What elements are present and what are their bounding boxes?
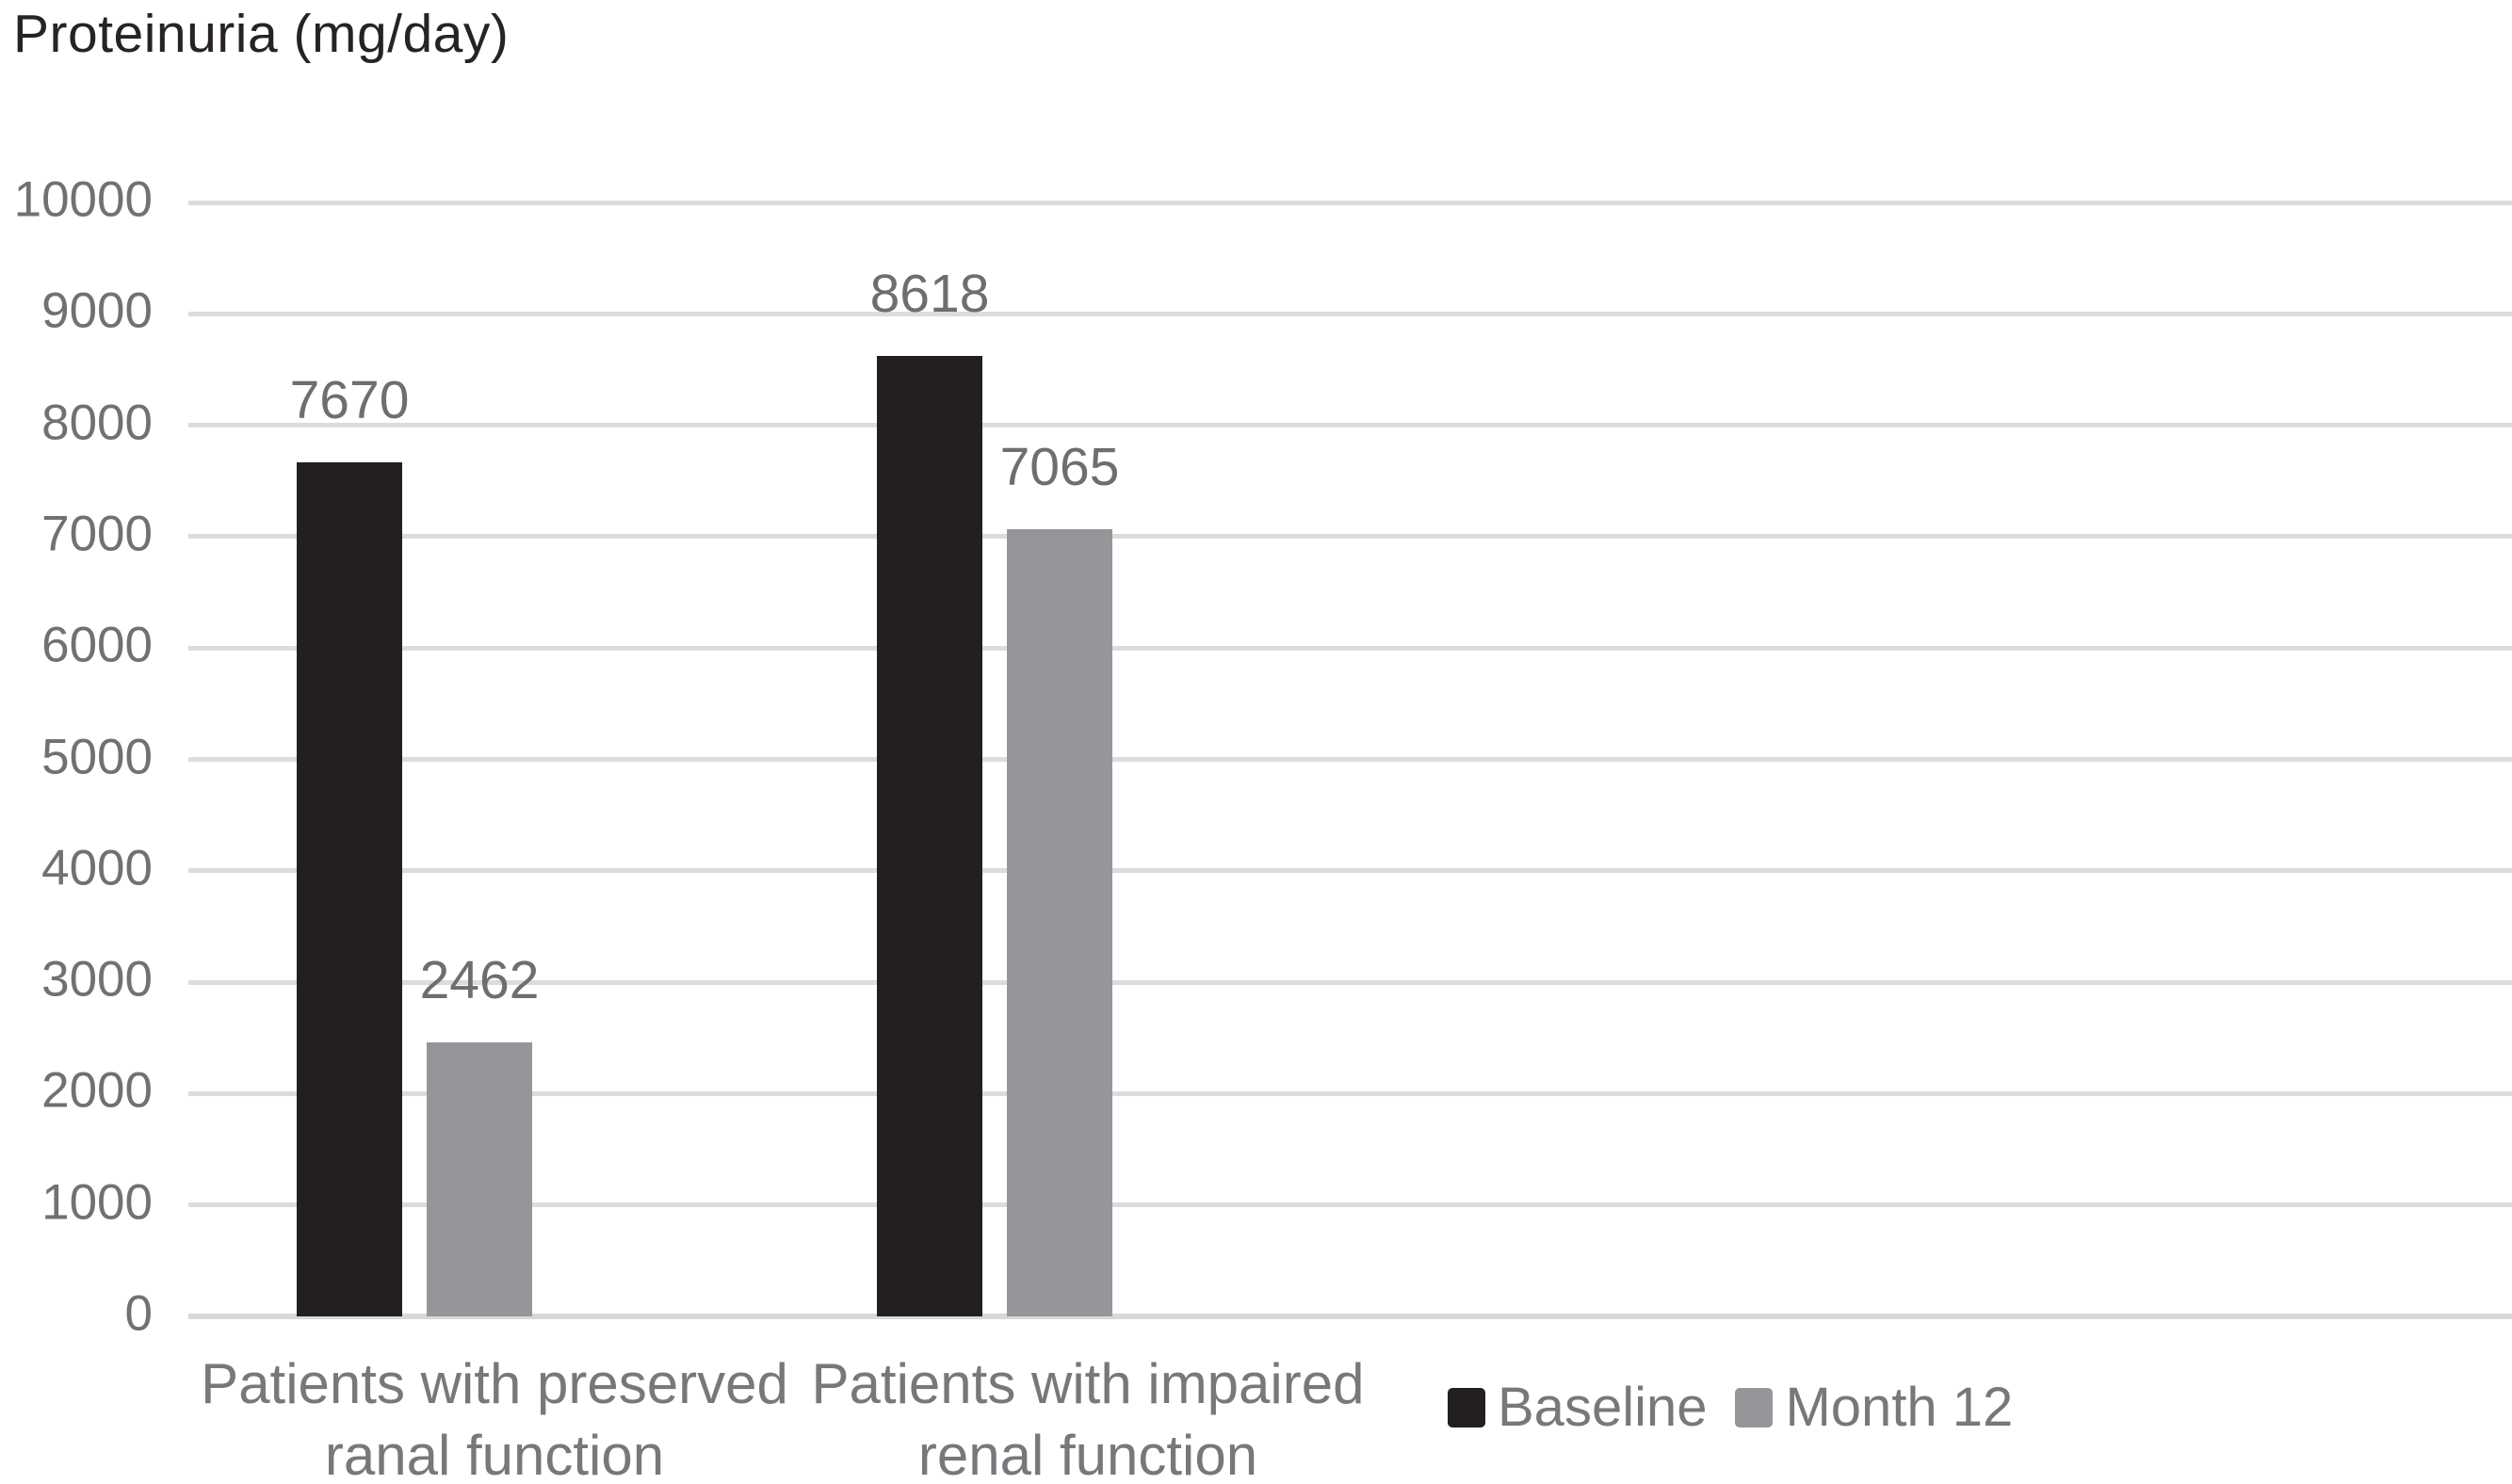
gridline — [188, 1202, 2512, 1208]
bar-value-label: 8618 — [869, 264, 990, 325]
bar-value-label: 7065 — [999, 437, 1120, 498]
y-axis-tick-label: 5000 — [41, 729, 153, 784]
bar-month-12-group2 — [1007, 529, 1112, 1316]
y-axis-tick-label: 9000 — [41, 282, 153, 339]
y-axis-tick-label: 6000 — [41, 617, 153, 673]
legend-item-baseline: Baseline — [1448, 1380, 1707, 1435]
chart-title: Proteinuria (mg/day) — [13, 4, 510, 64]
y-axis-tick-label: 7000 — [41, 506, 153, 562]
x-axis-category-label: Patients with preserved ranal function — [201, 1352, 788, 1484]
y-axis-tick-label: 8000 — [41, 395, 153, 451]
bar-baseline-group2 — [877, 356, 982, 1316]
gridline — [188, 757, 2512, 762]
legend-label: Month 12 — [1785, 1377, 2014, 1438]
y-axis-tick-label: 1000 — [41, 1174, 153, 1231]
gridline — [188, 645, 2512, 651]
bar-month-12-group1 — [427, 1041, 532, 1316]
gridline — [188, 1314, 2512, 1319]
gridline — [188, 979, 2512, 985]
bar-value-label: 7670 — [289, 369, 410, 430]
y-axis-tick-label: 3000 — [41, 951, 153, 1008]
legend-color-swatch-icon — [1735, 1388, 1774, 1428]
y-axis-tick-label: 10000 — [13, 171, 153, 228]
gridline — [188, 868, 2512, 874]
gridline — [188, 311, 2512, 316]
gridline — [188, 534, 2512, 540]
gridline — [188, 200, 2512, 205]
legend-color-swatch-icon — [1448, 1388, 1485, 1428]
bar-baseline-group1 — [297, 461, 402, 1316]
bar-value-label: 2462 — [419, 949, 540, 1010]
gridline — [188, 423, 2512, 428]
gridline — [188, 1090, 2512, 1096]
y-axis-tick-label: 0 — [124, 1285, 153, 1342]
y-axis-tick-label: 2000 — [41, 1062, 153, 1119]
legend-item-month-12: Month 12 — [1735, 1380, 2013, 1435]
y-axis-tick-label: 4000 — [41, 840, 153, 896]
legend: Baseline Month 12 — [1448, 1380, 2013, 1435]
legend-label: Baseline — [1498, 1377, 1708, 1438]
x-axis-category-label: Patients with impaired renal function — [811, 1352, 1365, 1484]
